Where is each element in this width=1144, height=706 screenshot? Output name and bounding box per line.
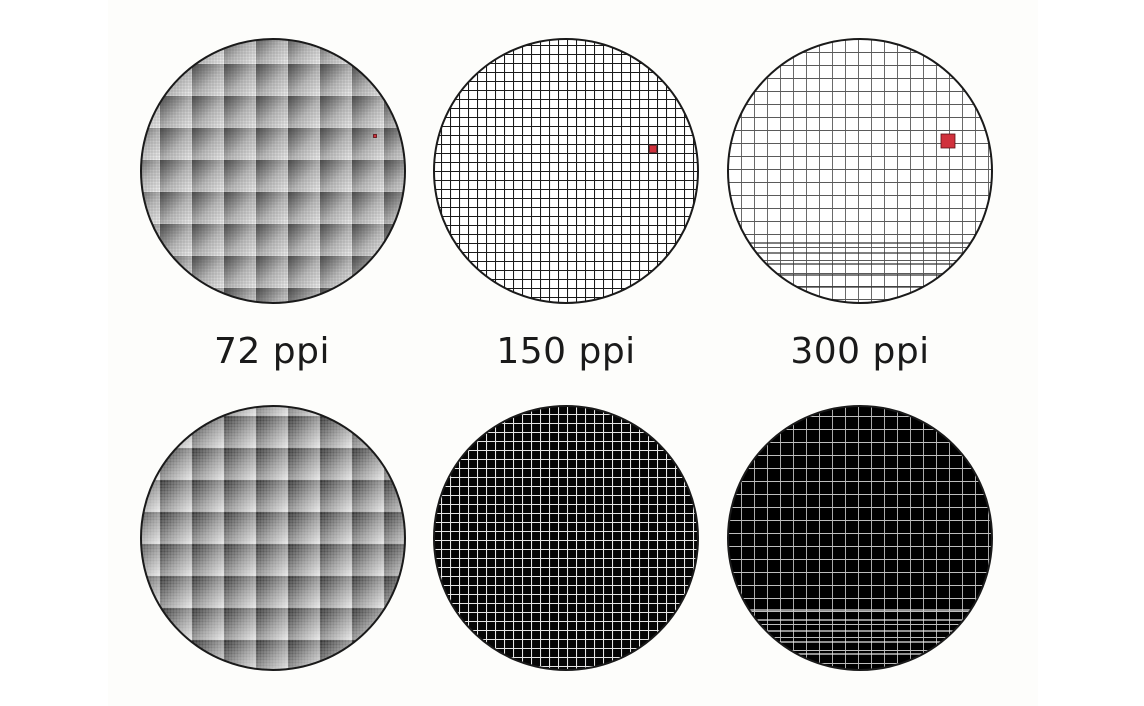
circle-high-dark: [727, 405, 993, 671]
circle-low-light: [140, 38, 406, 304]
circle-low-dark: [140, 405, 406, 671]
highlighted-pixel-low: [373, 134, 377, 138]
label-150-ppi: 150 ppi: [496, 331, 636, 372]
label-300-ppi: 300 ppi: [790, 331, 930, 372]
highlighted-pixel-medium: [649, 145, 657, 153]
circle-medium-dark: [433, 405, 699, 671]
label-72-ppi: 72 ppi: [214, 331, 330, 372]
circle-medium-light: [433, 38, 699, 304]
highlighted-pixel-high: [940, 133, 956, 149]
circle-high-light: [727, 38, 993, 304]
